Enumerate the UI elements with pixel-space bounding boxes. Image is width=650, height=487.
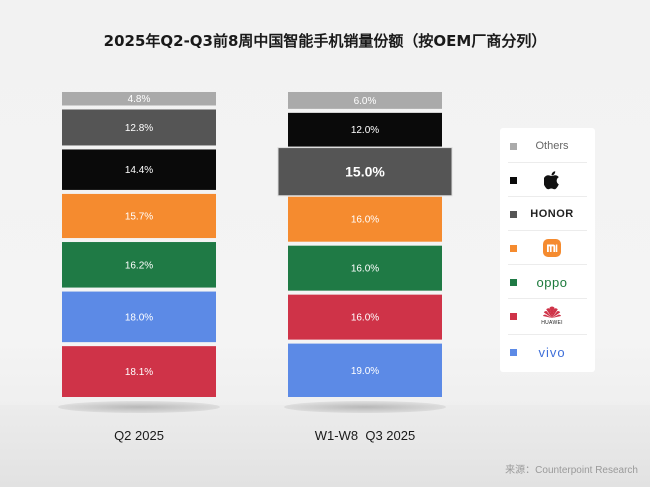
source-note: 来源：Counterpoint Research xyxy=(505,465,638,476)
legend-item-others: Others xyxy=(500,130,595,162)
bar-segment-oppo xyxy=(288,245,442,291)
legend-item-xiaomi xyxy=(500,232,595,264)
legend-divider xyxy=(508,230,587,231)
bar-segment-xiaomi xyxy=(288,196,442,242)
legend-item-honor: HONOR xyxy=(500,198,595,230)
data-label-apple: 12.0% xyxy=(351,125,379,136)
bar-segment-huawei xyxy=(288,294,442,340)
bar-segment-others xyxy=(62,92,216,106)
bar-shadow-q2 xyxy=(58,401,220,413)
data-label-apple: 14.4% xyxy=(125,165,153,176)
bar-segment-apple xyxy=(62,149,216,190)
legend-divider xyxy=(508,334,587,335)
bar-segment-apple xyxy=(288,112,442,147)
data-label-oppo: 16.2% xyxy=(125,260,153,271)
legend: Others HONOR oppo xyxy=(500,128,595,372)
data-label-huawei: 18.1% xyxy=(125,367,153,378)
bar-segment-xiaomi xyxy=(62,193,216,239)
data-label-others: 4.8% xyxy=(128,94,151,105)
data-label-xiaomi: 16.0% xyxy=(351,215,379,226)
data-label-vivo: 19.0% xyxy=(351,366,379,377)
legend-label-huawei: HUAWEI xyxy=(541,320,563,326)
data-label-huawei: 16.0% xyxy=(351,313,379,324)
data-label-oppo: 16.0% xyxy=(351,264,379,275)
legend-swatch-vivo xyxy=(510,348,517,356)
legend-divider xyxy=(508,196,587,197)
legend-swatch-oppo xyxy=(510,278,517,286)
apple-icon xyxy=(517,170,587,190)
legend-item-vivo: vivo xyxy=(500,336,595,368)
legend-item-apple xyxy=(500,164,595,196)
legend-divider xyxy=(508,298,587,299)
legend-divider xyxy=(508,264,587,265)
x-tick-label-q3: W1-W8 Q3 2025 xyxy=(314,428,416,443)
legend-label-others: Others xyxy=(535,140,569,152)
bar-segment-oppo xyxy=(62,242,216,288)
data-label-others: 6.0% xyxy=(354,96,377,107)
bar-segment-honor xyxy=(277,147,453,197)
bar-shadow-q3 xyxy=(284,401,446,413)
legend-swatch-others xyxy=(510,142,517,150)
bar-segment-others xyxy=(288,92,442,109)
chart-title: 2025年Q2-Q3前8周中国智能手机销量份额（按OEM厂商分列） xyxy=(103,32,547,50)
xiaomi-mi-icon xyxy=(517,239,587,257)
data-label-honor: 15.0% xyxy=(345,164,385,180)
legend-item-huawei: HUAWEI xyxy=(500,300,595,332)
legend-label-oppo: oppo xyxy=(536,274,568,290)
legend-label-vivo: vivo xyxy=(538,344,566,360)
chart-floor xyxy=(0,405,650,487)
legend-swatch-apple xyxy=(510,176,517,184)
x-tick-label-q2: Q2 2025 xyxy=(114,428,164,443)
data-label-honor: 12.8% xyxy=(125,123,153,134)
legend-label-honor: HONOR xyxy=(530,208,574,220)
data-label-vivo: 18.0% xyxy=(125,312,153,323)
bar-segment-huawei xyxy=(62,346,216,397)
legend-divider xyxy=(508,162,587,163)
legend-swatch-huawei xyxy=(510,312,517,320)
data-label-xiaomi: 15.7% xyxy=(125,211,153,222)
legend-swatch-xiaomi xyxy=(510,244,517,252)
legend-swatch-honor xyxy=(510,210,517,218)
legend-item-oppo: oppo xyxy=(500,266,595,298)
bar-segment-vivo xyxy=(62,291,216,343)
bar-segment-vivo xyxy=(288,343,442,397)
huawei-flower-icon: HUAWEI xyxy=(517,306,587,326)
bar-segment-honor xyxy=(62,109,216,146)
